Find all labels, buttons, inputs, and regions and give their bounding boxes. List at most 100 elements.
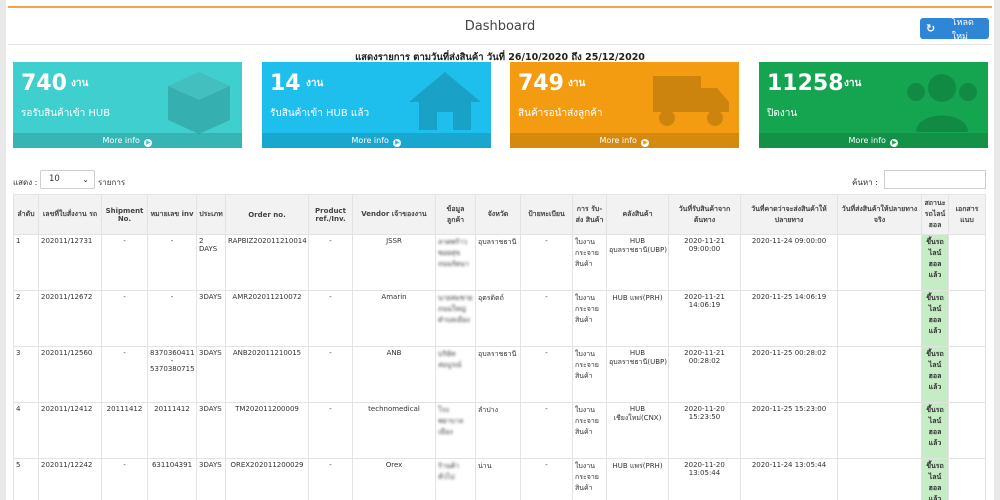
province-cell: อุบลราชธานี — [475, 346, 521, 403]
row-number: 4 — [13, 402, 39, 459]
card-unit: งาน — [71, 78, 89, 89]
job-number-cell: 202011/12672 — [38, 290, 102, 347]
more-info-link[interactable]: More info ▶ — [510, 133, 739, 148]
attachment-cell — [948, 346, 986, 403]
order-no-cell: OREX202011200029 — [225, 458, 309, 500]
actual-date-cell — [837, 346, 922, 403]
table-row[interactable]: 5 202011/12242-631104391 3DAYS OREX20201120… — [13, 458, 986, 500]
search-label: ค้นหา : — [852, 178, 878, 187]
jobs-table: ลำดับ เลขที่ใบสั่งงาน รถ Shipment No. หม… — [13, 194, 986, 500]
arrow-circle-right-icon: ▶ — [393, 139, 402, 147]
column-header[interactable]: Order no. — [225, 194, 309, 235]
left-gutter — [0, 0, 6, 500]
expected-date-cell: 2020-11-24 13:05:44 — [740, 458, 838, 500]
column-header[interactable]: Vendor เจ้าของงาน — [352, 194, 436, 235]
expected-date-cell: 2020-11-25 15:23:00 — [740, 402, 838, 459]
linehaul-status-badge: ขึ้นรถไลน์ฮอลแล้ว — [921, 290, 949, 347]
row-number: 1 — [13, 234, 39, 291]
more-info-link[interactable]: More info ▶ — [13, 133, 242, 148]
more-info-link[interactable]: More info ▶ — [759, 133, 988, 148]
more-info-link[interactable]: More info ▶ — [262, 133, 491, 148]
product-ref-cell: - — [308, 402, 353, 459]
table-row[interactable]: 4 202011/12412 20111412 20111412 3DAYS TM2020… — [13, 402, 986, 459]
table-row[interactable]: 2 202011/12672- -3DAYS AMR202011210072- Amar… — [13, 290, 986, 347]
customer-info-cell: ร้านค้าทั่วไป — [435, 458, 476, 500]
card-count: 11258 — [767, 71, 844, 96]
search-input[interactable] — [884, 170, 986, 189]
card-count: 749 — [518, 71, 564, 96]
arrow-circle-right-icon: ▶ — [144, 139, 153, 147]
type-cell: 3DAYS — [196, 290, 226, 347]
column-header[interactable]: เลขที่ใบสั่งงาน รถ — [38, 194, 102, 235]
vendor-cell: ANB — [352, 346, 436, 403]
invoice-cell: 20111412 — [147, 402, 197, 459]
invoice-cell: - — [147, 290, 197, 347]
cube-icon — [168, 72, 230, 134]
linehaul-status-badge: ขึ้นรถไลน์ฮอลแล้ว — [921, 234, 949, 291]
actual-date-cell — [837, 290, 922, 347]
transport-cell: ใบงาน กระจาย สินค้า — [572, 234, 607, 291]
page-size-select[interactable]: 10 ⌄ — [40, 170, 95, 189]
customer-info-cell: โรงพยาบาลเมือง — [435, 402, 476, 459]
chevron-down-icon: ⌄ — [82, 175, 89, 184]
column-header[interactable]: ข้อมูลลูกค้า — [435, 194, 476, 235]
column-header[interactable]: คลังสินค้า — [606, 194, 669, 235]
warehouse-cell: HUB เชียงใหม่(CNX) — [606, 402, 669, 459]
items-label: รายการ — [98, 178, 126, 187]
column-header[interactable]: สถานะรถไลน์ฮอล — [921, 194, 949, 235]
table-row[interactable]: 3 202011/12560-8370360411 - 5370380715 3DA… — [13, 346, 986, 403]
card-label: รอรับสินค้าเข้า HUB — [21, 108, 111, 119]
type-cell: 2 DAYS — [196, 234, 226, 291]
column-header[interactable]: จังหวัด — [475, 194, 521, 235]
attachment-cell — [948, 402, 986, 459]
row-number: 3 — [13, 346, 39, 403]
card-unit: งาน — [568, 78, 586, 89]
column-header[interactable]: ป้ายทะเบียน — [520, 194, 573, 235]
product-ref-cell: - — [308, 290, 353, 347]
column-header[interactable]: ลำดับ — [13, 194, 39, 235]
card-awaiting-delivery: 749 งาน สินค้ารอนำส่งลูกค้า More info ▶ — [510, 62, 739, 148]
vendor-cell: technomedical — [352, 402, 436, 459]
shipment-cell: 20111412 — [101, 402, 148, 459]
column-header[interactable]: ประเภท — [196, 194, 226, 235]
license-plate-cell: - — [520, 346, 573, 403]
transport-cell: ใบงาน กระจาย สินค้า — [572, 290, 607, 347]
reload-button[interactable]: ↻ โหลดใหม่ — [920, 18, 989, 42]
page-size-value: 10 — [49, 174, 60, 184]
arrow-circle-right-icon: ▶ — [890, 139, 899, 147]
customer-info-cell: ลาดพร้าว ซอยสุข ถนนรัตนา — [435, 234, 476, 291]
card-count: 740 — [21, 71, 67, 96]
header-divider — [8, 44, 992, 45]
column-header[interactable]: การ รับ-ส่ง สินค้า — [572, 194, 607, 235]
column-header[interactable]: Shipment No. — [101, 194, 148, 235]
column-header[interactable]: วันที่คาดว่าจะส่งสินค้าให้ปลายทาง — [740, 194, 838, 235]
attachment-cell — [948, 290, 986, 347]
warehouse-cell: HUB อุบลราชธานี(UBP) — [606, 234, 669, 291]
truck-icon — [653, 76, 729, 126]
column-header[interactable]: หมายเลข inv — [147, 194, 197, 235]
product-ref-cell: - — [308, 234, 353, 291]
type-cell: 3DAYS — [196, 458, 226, 500]
license-plate-cell: - — [520, 290, 573, 347]
product-ref-cell: - — [308, 346, 353, 403]
shipment-cell: - — [101, 290, 148, 347]
card-label: สินค้ารอนำส่งลูกค้า — [518, 108, 603, 119]
expected-date-cell: 2020-11-24 09:00:00 — [740, 234, 838, 291]
customer-info-cell: นายสมชาย ถนนใหญ่ ตำบลเมือง — [435, 290, 476, 347]
card-received-hub: 14 งาน รับสินค้าเข้า HUB แล้ว More info … — [262, 62, 491, 148]
top-accent-bar — [8, 6, 992, 8]
table-row[interactable]: 1 202011/12731- -2 DAYS RAPBIZ202011210014-… — [13, 234, 986, 291]
province-cell: น่าน — [475, 458, 521, 500]
column-header[interactable]: วันที่ส่งสินค้าให้ปลายทางจริง — [837, 194, 922, 235]
column-header[interactable]: Product ref./Inv. — [308, 194, 353, 235]
more-info-label: More info — [102, 136, 140, 145]
card-unit: งาน — [844, 78, 862, 89]
column-header[interactable]: วันที่รับสินค้าจากต้นทาง — [668, 194, 741, 235]
province-cell: อุตรดิตถ์ — [475, 290, 521, 347]
invoice-cell: 631104391 — [147, 458, 197, 500]
column-header[interactable]: เอกสารแนบ — [948, 194, 986, 235]
card-closed-jobs: 11258 งาน ปิดงาน More info ▶ — [759, 62, 988, 148]
actual-date-cell — [837, 234, 922, 291]
card-label: รับสินค้าเข้า HUB แล้ว — [270, 108, 370, 119]
vendor-cell: Orex — [352, 458, 436, 500]
